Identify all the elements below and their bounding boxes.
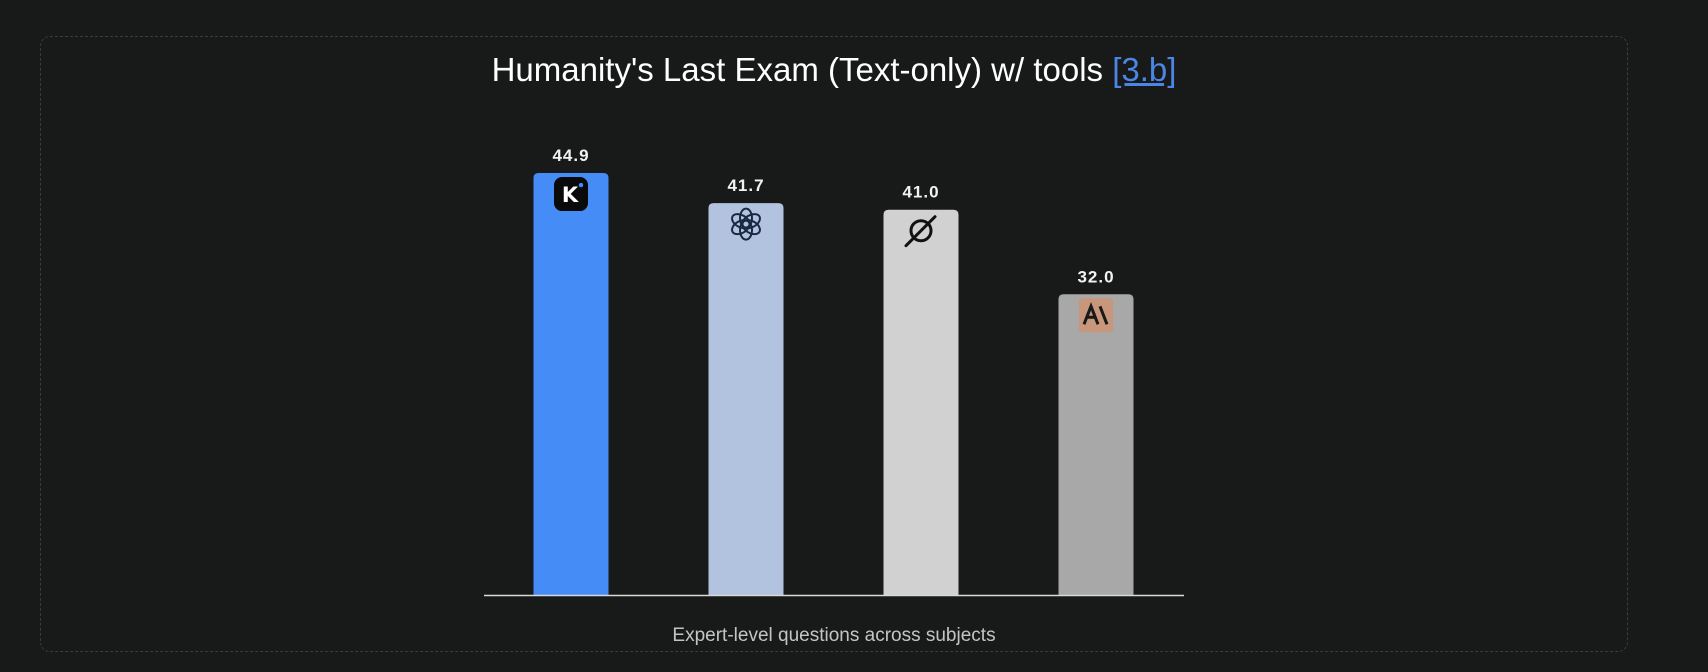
value-label: 41.0 [902,183,939,202]
bar [1058,294,1134,595]
bar [533,173,609,595]
kimi-logo-icon: K [554,177,588,212]
grok-logo-icon [904,215,937,248]
bar-group: 44.9 K [533,146,609,595]
chart-subtitle: Expert-level questions across subjects [672,625,996,646]
bar [883,209,959,595]
anthropic-logo-icon [1079,298,1113,333]
value-label: 44.9 [552,146,589,165]
value-label: 41.7 [727,176,764,195]
bar-group: 32.0 [1058,267,1134,595]
chart-title-text: Humanity's Last Exam (Text-only) w/ tool… [491,51,1104,88]
bar-group: 41.7 [708,176,784,595]
chart-panel [40,36,1628,652]
title-reference-link[interactable]: [3.b] [1112,51,1177,88]
bars-layer: 44.9 K 41.7 41.0 32.0 [533,146,1134,595]
openai-logo-icon [731,207,761,241]
chart-title: Humanity's Last Exam (Text-only) w/ tool… [0,50,1668,90]
bar [708,203,784,595]
value-label: 32.0 [1077,267,1114,286]
svg-text:K: K [562,183,579,207]
bar-group: 41.0 [883,183,959,595]
